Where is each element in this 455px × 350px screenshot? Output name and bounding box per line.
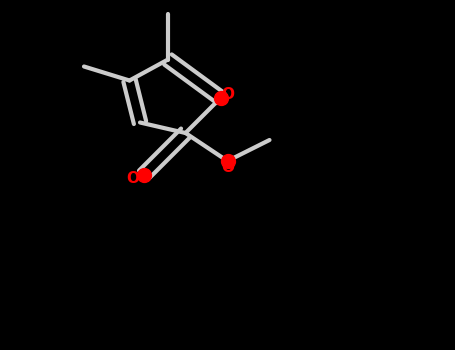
Text: O: O <box>221 87 234 102</box>
Text: O: O <box>221 161 234 175</box>
Text: O: O <box>126 171 140 186</box>
